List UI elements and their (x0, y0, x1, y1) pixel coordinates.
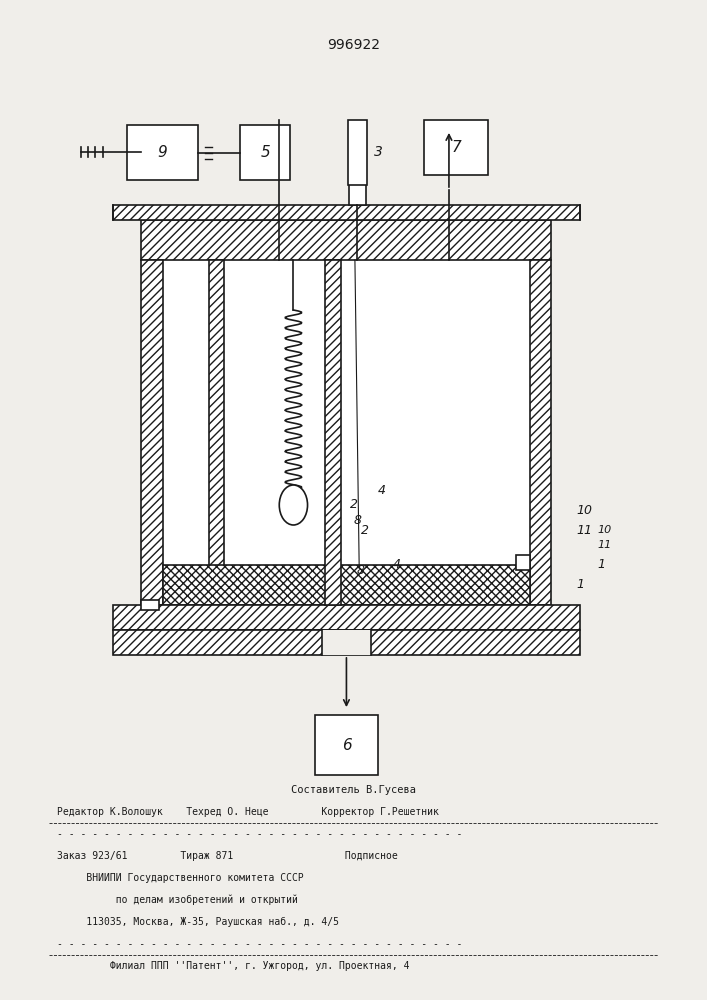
Text: 4: 4 (378, 484, 386, 496)
Bar (209, 260, 224, 605)
Bar (341, 260, 530, 605)
Bar (163, 565, 530, 605)
Bar (224, 260, 325, 605)
Bar (424, 120, 488, 175)
Bar (322, 630, 371, 655)
Text: 11: 11 (597, 540, 612, 550)
Bar (141, 600, 159, 610)
Text: 996922: 996922 (327, 38, 380, 52)
Text: 11: 11 (576, 524, 592, 536)
Text: 113035, Москва, Ж-35, Раушская наб., д. 4/5: 113035, Москва, Ж-35, Раушская наб., д. … (57, 917, 339, 927)
Text: ВНИИПИ Государственного комитета СССР: ВНИИПИ Государственного комитета СССР (57, 873, 303, 883)
Bar (163, 260, 209, 605)
Bar (141, 260, 163, 605)
Bar (348, 120, 367, 185)
Bar (127, 125, 198, 180)
Bar (349, 160, 366, 205)
Bar (325, 260, 341, 605)
Text: 2: 2 (361, 524, 368, 536)
Text: 6: 6 (341, 738, 351, 752)
Text: 2: 2 (350, 498, 358, 512)
Text: 1: 1 (597, 558, 605, 572)
Text: 10: 10 (597, 525, 612, 535)
Text: Заказ 923/61         Тираж 871                   Подписное: Заказ 923/61 Тираж 871 Подписное (57, 851, 397, 861)
Text: 7: 7 (451, 140, 461, 155)
Bar (240, 125, 290, 180)
Text: по делам изобретений и открытий: по делам изобретений и открытий (57, 895, 298, 905)
Text: Филиал ППП ''Патент'', г. Ужгород, ул. Проектная, 4: Филиал ППП ''Патент'', г. Ужгород, ул. П… (57, 961, 409, 971)
Text: 10: 10 (576, 504, 592, 516)
Text: 8: 8 (354, 514, 361, 526)
Text: 1: 1 (576, 578, 584, 591)
Bar (113, 605, 580, 630)
Text: - - - - - - - - - - - - - - - - - - - - - - - - - - - - - - - - - - -: - - - - - - - - - - - - - - - - - - - - … (57, 829, 468, 839)
Bar (113, 630, 580, 655)
Bar (530, 260, 551, 605)
Bar (315, 715, 378, 775)
Text: Составитель В.Гусева: Составитель В.Гусева (291, 785, 416, 795)
Text: 5: 5 (260, 145, 270, 160)
Bar (516, 555, 530, 570)
Text: - - - - - - - - - - - - - - - - - - - - - - - - - - - - - - - - - - -: - - - - - - - - - - - - - - - - - - - - … (57, 939, 468, 949)
Text: 4: 4 (392, 558, 400, 570)
Text: 9: 9 (158, 145, 168, 160)
Bar (141, 220, 551, 260)
Circle shape (279, 485, 308, 525)
Text: 8: 8 (357, 564, 365, 576)
Bar (113, 205, 580, 220)
Text: Редактор К.Волошук    Техред О. Неце         Корректор Г.Решетник: Редактор К.Волошук Техред О. Неце Коррек… (57, 807, 438, 817)
Text: 3: 3 (374, 145, 383, 159)
